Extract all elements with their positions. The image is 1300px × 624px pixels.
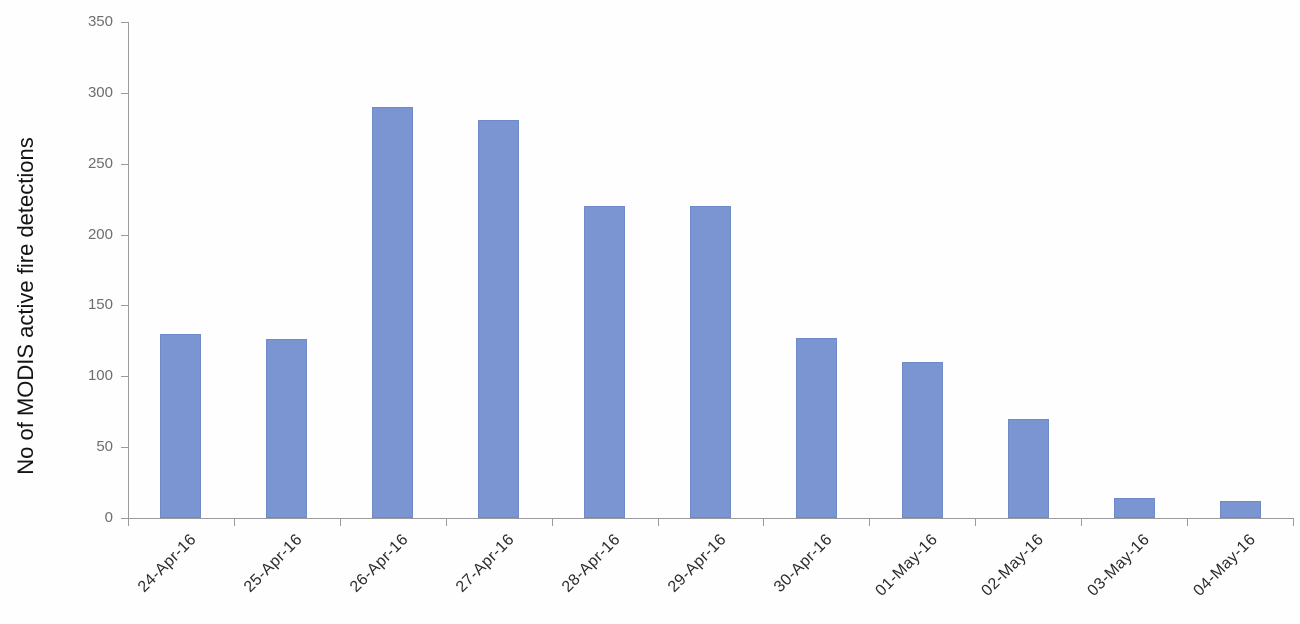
x-tick-mark [658, 519, 659, 526]
x-axis-label-25-Apr-16: 25-Apr-16 [241, 531, 306, 596]
x-axis-label-02-May-16: 02-May-16 [978, 531, 1048, 600]
x-axis-line [128, 518, 1294, 519]
bar-24-Apr-16 [160, 334, 201, 518]
x-axis-label-30-Apr-16: 30-Apr-16 [770, 531, 836, 596]
y-axis-title: No of MODIS active fire detections [13, 137, 38, 475]
x-tick-mark [1081, 519, 1082, 526]
x-axis-label-28-Apr-16: 28-Apr-16 [558, 531, 624, 596]
x-axis-label-29-Apr-16: 29-Apr-16 [664, 531, 730, 596]
y-tick-mark [121, 22, 128, 23]
y-tick-label: 250 [87, 155, 113, 172]
bar-01-May-16 [902, 362, 943, 518]
y-tick-mark [121, 376, 128, 377]
x-axis-label-03-May-16: 03-May-16 [1084, 531, 1154, 600]
y-tick-label: 100 [87, 367, 113, 384]
bar-30-Apr-16 [796, 338, 837, 518]
y-tick-mark [121, 305, 128, 306]
y-tick-label: 150 [87, 296, 113, 313]
y-tick-mark [121, 164, 128, 165]
y-tick-label: 50 [96, 438, 113, 455]
bar-26-Apr-16 [372, 107, 413, 518]
x-tick-mark [552, 519, 553, 526]
y-tick-mark [121, 93, 128, 94]
bar-03-May-16 [1114, 498, 1155, 518]
x-axis-label-04-May-16: 04-May-16 [1190, 531, 1260, 600]
x-tick-mark [234, 519, 235, 526]
bar-28-Apr-16 [584, 206, 625, 518]
y-tick-label: 200 [87, 226, 113, 243]
x-tick-mark [869, 519, 870, 526]
x-axis-label-26-Apr-16: 26-Apr-16 [346, 531, 412, 596]
y-tick-label: 350 [87, 13, 113, 30]
bar-25-Apr-16 [266, 339, 307, 518]
y-axis-line [128, 22, 129, 519]
x-tick-mark [128, 519, 129, 526]
bar-04-May-16 [1220, 501, 1261, 518]
y-tick-mark [121, 447, 128, 448]
x-tick-mark [975, 519, 976, 526]
y-tick-mark [121, 518, 128, 519]
x-axis-label-01-May-16: 01-May-16 [872, 531, 942, 600]
x-tick-mark [763, 519, 764, 526]
bar-27-Apr-16 [478, 120, 519, 518]
y-tick-label: 0 [104, 509, 113, 526]
x-tick-mark [1293, 519, 1294, 526]
y-tick-mark [121, 235, 128, 236]
x-tick-mark [1187, 519, 1188, 526]
x-tick-mark [340, 519, 341, 526]
bar-02-May-16 [1008, 419, 1049, 518]
y-tick-label: 300 [87, 84, 113, 101]
x-axis-label-27-Apr-16: 27-Apr-16 [452, 531, 518, 596]
x-tick-mark [446, 519, 447, 526]
bar-29-Apr-16 [690, 206, 731, 518]
x-axis-label-24-Apr-16: 24-Apr-16 [135, 531, 200, 596]
